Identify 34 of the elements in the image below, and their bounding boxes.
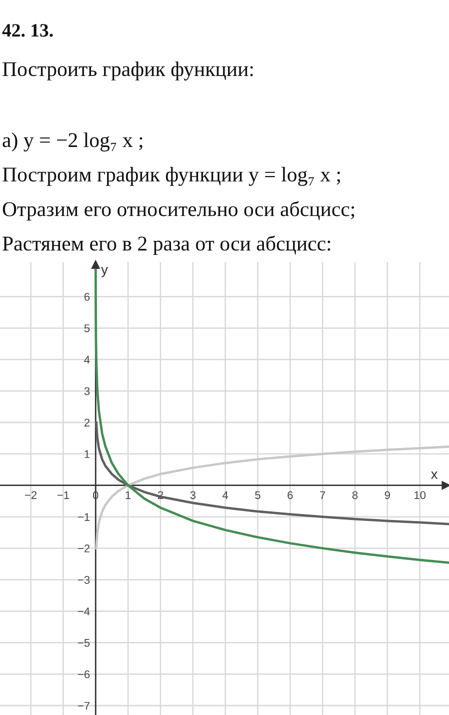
y-tick-label: −7 [78, 702, 90, 710]
chart-subtitle: Построить график функции: [2, 62, 253, 80]
y-tick-label: 2 [84, 418, 90, 426]
y-tick-label: 4 [84, 356, 90, 364]
x-tick-label: 7 [320, 491, 326, 499]
line-series [95, 445, 449, 550]
x-tick-label: 6 [288, 491, 293, 500]
y-tick-label: 5 [84, 324, 90, 332]
x-tick-label: 10 [414, 491, 426, 500]
x-tick-label: 5 [255, 491, 260, 500]
x-tick-label: 4 [222, 491, 228, 499]
text: Построим график функции y = log₇ x ; [2, 166, 340, 186]
text: а) y = −2 log₇ x ; [2, 132, 142, 152]
line-series [95, 420, 449, 526]
y-axis-title: y [101, 266, 108, 278]
x-tick-label: 8 [352, 491, 358, 500]
chart-title: 42. 13. [2, 24, 53, 37]
x-axis-title: x [430, 472, 438, 479]
y-tick-label: −4 [78, 608, 90, 616]
y-tick-label: −1 [78, 513, 90, 521]
y-tick-label: 6 [84, 292, 90, 301]
x-tick-label: −2 [25, 491, 37, 499]
y-tick-label: −5 [78, 639, 90, 647]
y-tick-label: 1 [84, 450, 90, 458]
y-tick-label: −2 [78, 544, 90, 552]
x-tick-label: 3 [190, 491, 196, 500]
text: Растянем его в 2 раза от оси абсцисс: [2, 236, 330, 255]
y-tick-label: −3 [78, 576, 90, 584]
x-tick-label: 9 [384, 491, 390, 500]
y-tick-label: 3 [84, 387, 90, 396]
text: Отразим его относительно оси абсцисс; [2, 201, 354, 220]
x-tick-label: 1 [126, 491, 131, 499]
y-tick-label: −6 [78, 670, 90, 678]
x-tick-label: −1 [57, 491, 70, 499]
